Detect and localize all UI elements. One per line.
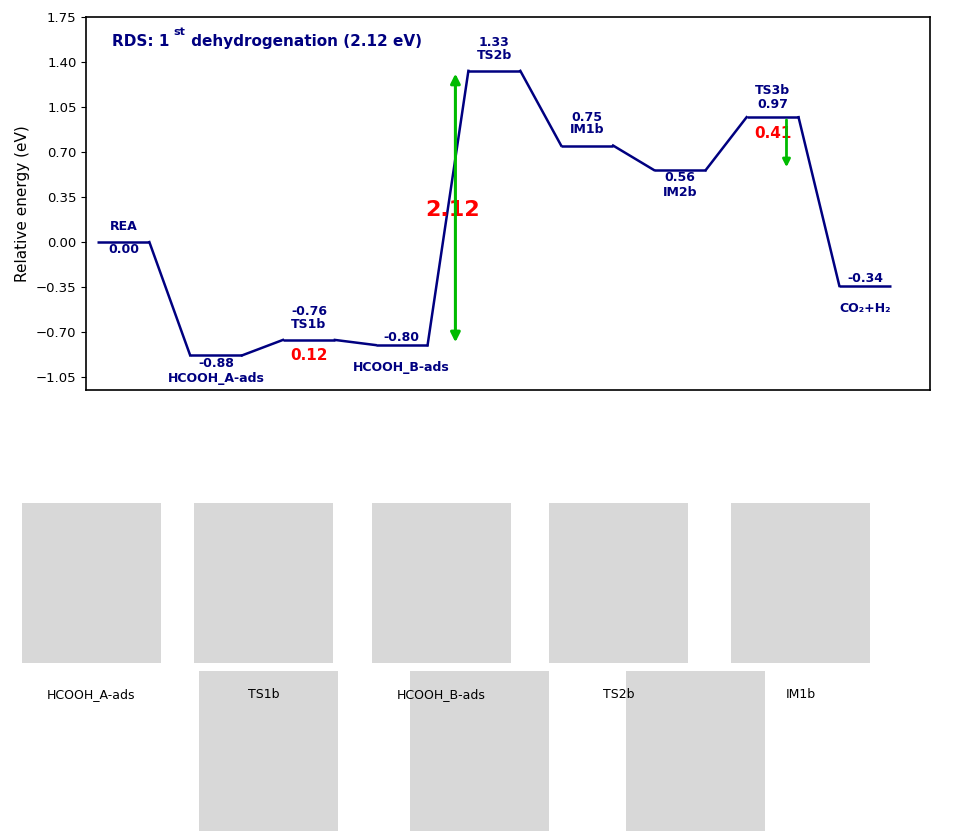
Text: -0.80: -0.80 (384, 331, 420, 344)
Text: st: st (174, 27, 185, 37)
Text: HCOOH_B-ads: HCOOH_B-ads (353, 362, 450, 374)
Text: 1.33: 1.33 (479, 36, 510, 49)
Text: REA: REA (109, 220, 137, 233)
Text: 0.97: 0.97 (758, 98, 788, 111)
Text: TS2b: TS2b (477, 49, 512, 62)
Text: IM1b: IM1b (570, 123, 604, 137)
Text: RDS: 1: RDS: 1 (111, 34, 169, 49)
Text: -0.76: -0.76 (291, 305, 327, 318)
Text: 0.41: 0.41 (754, 127, 791, 142)
Text: 2.12: 2.12 (425, 200, 480, 220)
Text: dehydrogenation (2.12 eV): dehydrogenation (2.12 eV) (186, 34, 422, 49)
Text: -0.34: -0.34 (848, 272, 883, 284)
Text: IM1b: IM1b (785, 688, 816, 701)
Text: 0.00: 0.00 (108, 243, 139, 257)
Text: IM2b: IM2b (663, 186, 697, 199)
Text: CO₂+H₂: CO₂+H₂ (839, 302, 891, 315)
Y-axis label: Relative energy (eV): Relative energy (eV) (15, 125, 31, 282)
Text: 0.12: 0.12 (291, 347, 328, 362)
Text: TS2b: TS2b (603, 688, 634, 701)
Text: HCOOH_A-ads: HCOOH_A-ads (47, 688, 135, 701)
Text: TS1b: TS1b (292, 318, 326, 331)
Text: HCOOH_A-ads: HCOOH_A-ads (168, 372, 265, 384)
Text: TS3b: TS3b (755, 84, 790, 96)
Text: 0.75: 0.75 (572, 111, 602, 123)
Text: -0.88: -0.88 (199, 357, 234, 370)
Text: HCOOH_B-ads: HCOOH_B-ads (397, 688, 485, 701)
Text: TS1b: TS1b (248, 688, 279, 701)
Text: 0.56: 0.56 (665, 171, 695, 185)
